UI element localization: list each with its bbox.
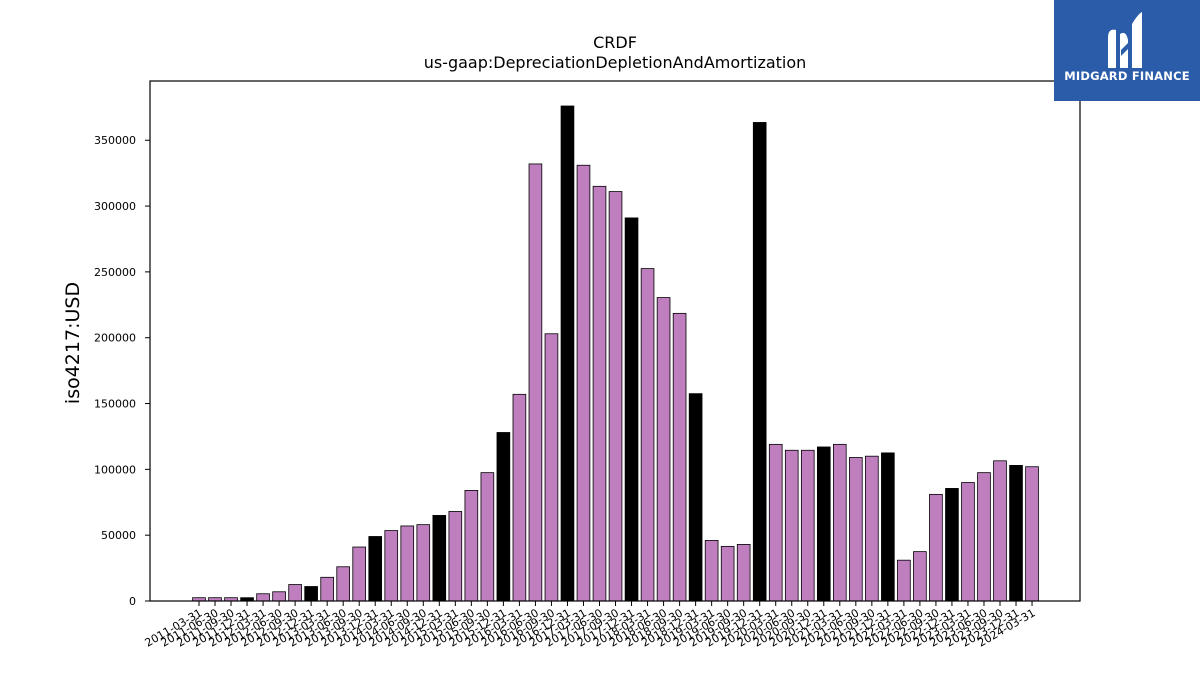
bar-2016-03-31 [512, 393, 527, 602]
bar-2016-06-30 [528, 163, 543, 602]
bar-2022-09-30 [929, 493, 943, 602]
bar-2015-12-31 [496, 432, 511, 602]
y-tick-label: 50000 [101, 529, 136, 542]
logo-text: MIDGARD FINANCE [1064, 69, 1190, 83]
bar-2024-03-31 [1025, 466, 1039, 602]
bar-2015-06-30 [464, 490, 479, 602]
chart-subtitle: us-gaap:DepreciationDepletionAndAmortiza… [424, 53, 807, 72]
bar-2019-12-31 [752, 122, 767, 602]
bar-2019-09-30 [736, 543, 751, 602]
y-ticks: 0 50000 100000 150000 200000 250000 300000 3500… [94, 134, 150, 608]
y-tick-label: 0 [129, 595, 136, 608]
y-tick-label: 150000 [94, 398, 136, 411]
bar-2022-06-30 [913, 551, 927, 602]
bar-2022-12-31 [945, 488, 959, 602]
bar-2018-12-31 [688, 393, 703, 602]
bar-2019-03-31 [704, 540, 719, 602]
bar-2021-06-30 [849, 457, 863, 602]
y-tick-label: 300000 [94, 200, 136, 213]
chart-title: CRDF [593, 33, 637, 52]
x-ticks: 2011-03-312011-06-302011-09-302011-12-31… [143, 601, 1038, 650]
bar-2017-12-31 [624, 217, 639, 602]
bar-2014-06-30 [400, 525, 415, 602]
bar-2022-03-31 [897, 559, 911, 602]
bar-2017-09-30 [608, 191, 623, 602]
bar-2013-09-30 [352, 546, 366, 602]
bar-2012-09-30 [288, 584, 302, 602]
bar-2013-03-31 [320, 576, 334, 602]
bar-2016-09-30 [544, 333, 559, 602]
y-tick-label: 250000 [94, 266, 136, 279]
bar-2019-06-30 [720, 545, 735, 602]
bar-2018-03-31 [640, 268, 655, 602]
bar-2018-06-30 [656, 297, 671, 602]
bar-2023-03-31 [961, 482, 975, 602]
bar-2015-03-31 [448, 511, 463, 602]
bar-2012-12-31 [304, 586, 318, 602]
bar-2014-03-31 [384, 530, 399, 602]
midgard-finance-logo: MIDGARD FINANCE [1054, 0, 1200, 101]
bar-2014-09-30 [416, 524, 431, 602]
y-axis-label: iso4217:USD [62, 282, 84, 404]
bar-2016-12-31 [560, 105, 575, 602]
bar-2021-12-31 [881, 452, 895, 602]
bars [192, 105, 1039, 602]
bar-2013-12-31 [368, 536, 383, 602]
plot-frame [149, 80, 1081, 602]
bar-2023-06-30 [977, 472, 991, 602]
bar-2018-09-30 [672, 312, 687, 602]
bar-2013-06-30 [336, 566, 350, 602]
bar-2020-03-31 [768, 443, 783, 602]
bar-2023-09-30 [993, 460, 1007, 602]
bar-2020-09-30 [800, 449, 815, 602]
bar-2015-09-30 [480, 472, 495, 602]
logo-mark-icon [1108, 12, 1142, 68]
bar-2020-12-31 [816, 446, 831, 602]
bar-2012-06-30 [272, 591, 286, 602]
y-tick-label: 100000 [94, 463, 136, 476]
bar-2021-09-30 [865, 455, 879, 602]
y-tick-label: 200000 [94, 332, 136, 345]
bar-2017-03-31 [576, 164, 591, 602]
bar-2012-03-31 [256, 593, 270, 602]
bar-2014-12-31 [432, 515, 447, 602]
bar-2017-06-30 [592, 185, 607, 602]
bar-2021-03-31 [833, 443, 847, 602]
y-tick-label: 350000 [94, 134, 136, 147]
bar-2020-06-30 [784, 449, 799, 602]
bar-2023-12-31 [1009, 465, 1023, 602]
